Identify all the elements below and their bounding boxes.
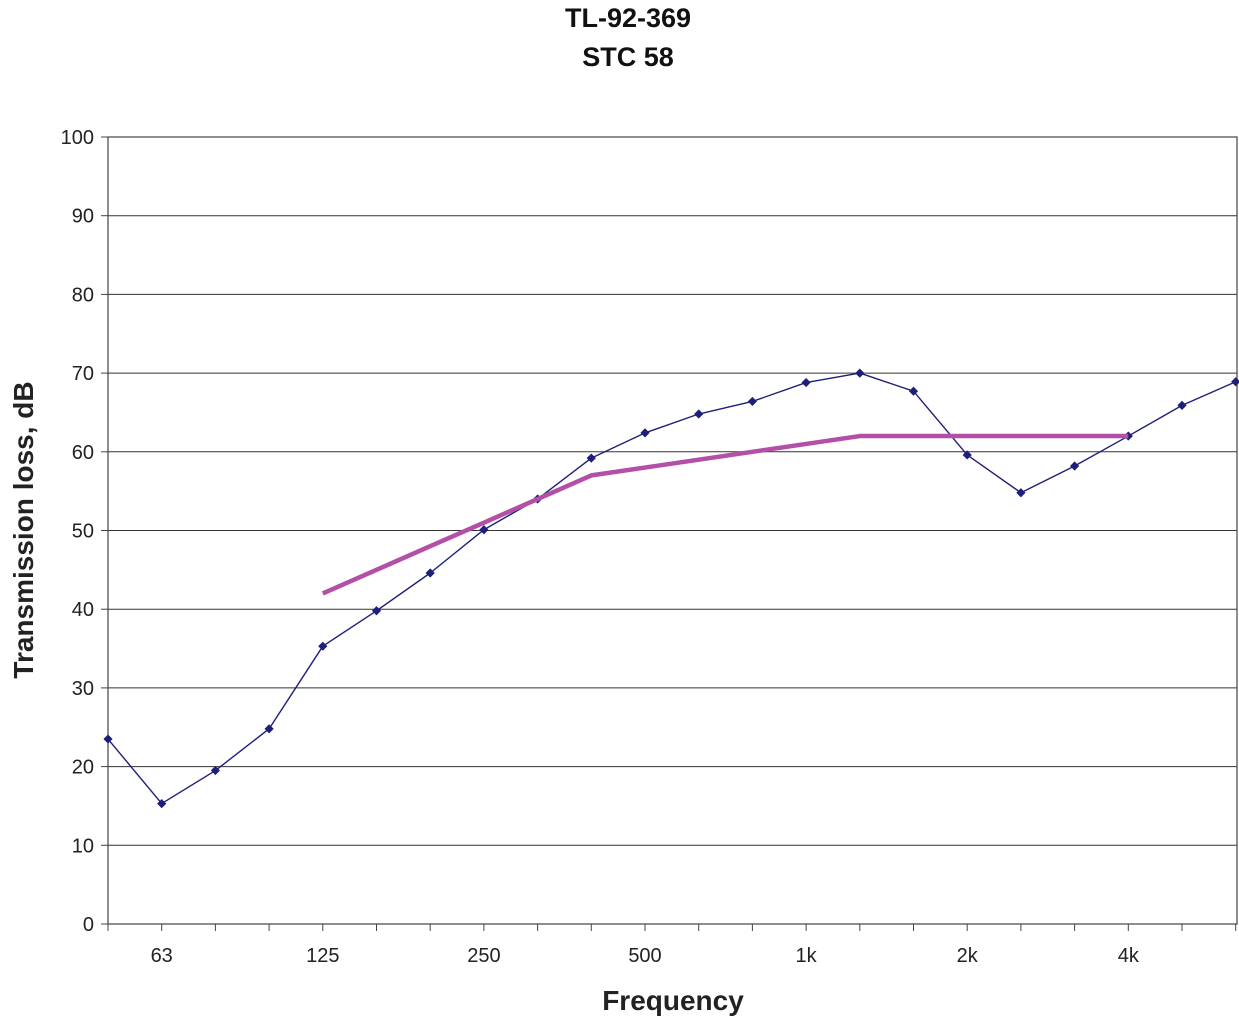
data-point bbox=[801, 377, 811, 388]
x-tick-label: 63 bbox=[151, 945, 173, 967]
gridlines bbox=[108, 215, 1237, 846]
data-point bbox=[264, 724, 274, 734]
data-point bbox=[479, 525, 489, 535]
y-tick-label: 10 bbox=[72, 835, 94, 857]
x-axis-label: Frequency bbox=[602, 985, 744, 1016]
y-axis-label: Transmission loss, dB bbox=[8, 381, 39, 678]
series-layer bbox=[103, 368, 1239, 809]
data-point bbox=[586, 453, 596, 463]
y-tick-label: 30 bbox=[72, 678, 94, 700]
y-axis: 0 10 20 30 40 50 60 70 80 90 100 bbox=[61, 127, 108, 936]
y-tick-label: 100 bbox=[61, 127, 94, 149]
data-point bbox=[1070, 461, 1080, 471]
x-tick-label: 4k bbox=[1118, 945, 1140, 967]
data-point bbox=[1177, 400, 1187, 410]
y-tick-label: 0 bbox=[83, 914, 94, 936]
x-tick-label: 250 bbox=[467, 945, 500, 967]
x-tick-label: 500 bbox=[628, 945, 661, 967]
x-axis: 63 125 250 500 1k 2k 4k bbox=[107, 924, 1237, 967]
data-point bbox=[1231, 377, 1239, 387]
chart-title: TL-92-369 bbox=[564, 3, 692, 33]
x-tick-label: 2k bbox=[957, 945, 979, 967]
reference-contour-line bbox=[321, 433, 1129, 596]
data-point bbox=[103, 734, 113, 744]
data-point bbox=[962, 450, 972, 460]
data-point bbox=[425, 568, 435, 578]
y-tick-label: 50 bbox=[72, 521, 94, 543]
data-point bbox=[371, 606, 382, 616]
y-tick-label: 60 bbox=[72, 442, 94, 464]
y-tick-label: 40 bbox=[72, 599, 94, 621]
y-tick-label: 90 bbox=[72, 206, 94, 228]
x-tick-label: 1k bbox=[796, 945, 818, 967]
y-tick-label: 20 bbox=[72, 757, 94, 779]
data-point bbox=[1016, 488, 1026, 498]
data-point bbox=[855, 368, 865, 378]
data-point bbox=[210, 765, 220, 776]
data-point bbox=[318, 641, 328, 651]
measured-tl-line bbox=[107, 372, 1236, 805]
data-point bbox=[640, 428, 650, 438]
data-point bbox=[747, 396, 757, 407]
data-point bbox=[908, 386, 919, 396]
data-point bbox=[157, 798, 167, 809]
y-tick-label: 80 bbox=[72, 284, 94, 306]
chart-subtitle: STC 58 bbox=[582, 42, 674, 72]
y-tick-label: 70 bbox=[72, 363, 94, 385]
x-tick-label: 125 bbox=[306, 945, 339, 967]
data-point bbox=[694, 409, 704, 419]
